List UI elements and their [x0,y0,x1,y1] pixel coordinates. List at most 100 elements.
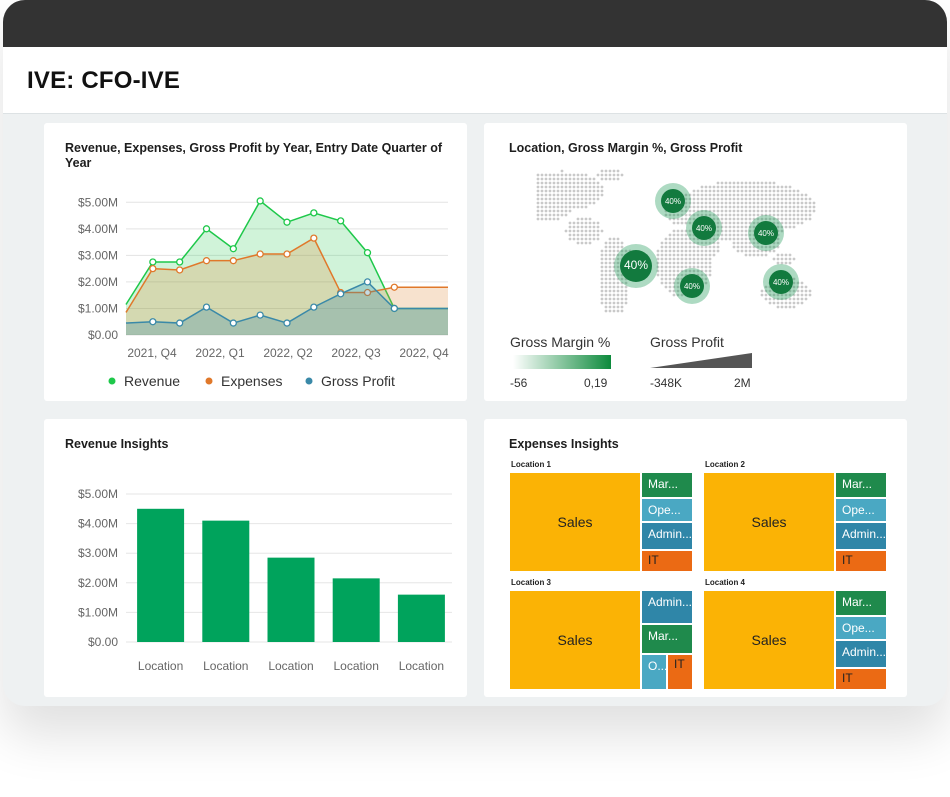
map-dot [740,181,744,185]
treemap-cell-it[interactable]: IT [835,668,887,690]
map-dot [688,253,692,257]
map-dot [688,261,692,265]
map-dot [768,293,772,297]
treemap-cell-operations[interactable]: O... [641,654,667,690]
map-dot [716,201,720,205]
map-dot [776,241,780,245]
map-dot [552,189,556,193]
map-dot [768,297,772,301]
map-dot [804,289,808,293]
map-dot [724,181,728,185]
treemap-cell-it[interactable]: IT [667,654,693,690]
treemap-cell-admin[interactable]: Admin... [835,640,887,668]
map-dot [700,189,704,193]
map-dot [620,305,624,309]
line-x-tick: 2022, Q4 [399,346,449,360]
window-top-bar [3,0,947,47]
map-dot [716,193,720,197]
revenue-bar [267,557,315,642]
line-chart[interactable]: $0.00 $1.00M $2.00M $3.00M $4.00M $5.00M 2021,… [44,123,467,401]
map-dot [616,293,620,297]
map-dot [668,217,672,221]
map-dot [756,253,760,257]
treemap-cell-marketing[interactable]: Mar... [641,472,693,498]
map-dot [616,277,620,281]
map-dot [592,197,596,201]
point-gross-profit [176,319,184,327]
treemap-cell-sales[interactable]: Sales [703,590,835,690]
map-dot [564,213,568,217]
map-dot [776,261,780,265]
treemap-cell-operations[interactable]: Ope... [641,498,693,522]
map-dot [608,265,612,269]
map-dot [804,293,808,297]
location-map-card[interactable]: Location, Gross Margin %, Gross Profit 4… [484,123,907,401]
treemap-cell-it[interactable]: IT [835,550,887,572]
treemap-cell-sales[interactable]: Sales [509,472,641,572]
map-dot [580,229,584,233]
treemap-cell-sales[interactable]: Sales [703,472,835,572]
map-dot [600,293,604,297]
treemap-cell-admin[interactable]: Admin... [641,590,693,624]
map-dot [700,213,704,217]
map-dot [780,217,784,221]
map-dot [672,261,676,265]
map-dot [792,189,796,193]
map-dot [604,257,608,261]
map-dot [676,249,680,253]
map-dot [720,233,724,237]
map-dot [596,193,600,197]
treemap-cell-operations[interactable]: Ope... [835,498,887,522]
map-dot [780,293,784,297]
map-dot [616,177,620,181]
point-revenue [229,245,237,253]
map-dot [664,241,668,245]
expenses-insights-card[interactable]: Expenses Insights Location 1 Sales Mar... O… [484,419,907,697]
map-dot [744,197,748,201]
map-dot [576,233,580,237]
map-dot [556,185,560,189]
map-dot [744,193,748,197]
map-dot [700,241,704,245]
bar-chart[interactable]: $0.00 $1.00M $2.00M $3.00M $4.00M $5.00M Locat… [44,419,467,697]
map-dot [800,197,804,201]
treemap-cell-admin[interactable]: Admin... [641,522,693,550]
map-dot [780,201,784,205]
treemap-cell-marketing[interactable]: Mar... [641,624,693,654]
map-dot [760,185,764,189]
map-dot [716,241,720,245]
treemap-cell-sales[interactable]: Sales [509,590,641,690]
area-gross-profit [126,281,448,335]
map-dot [708,193,712,197]
map-dot [680,217,684,221]
map-dot [704,253,708,257]
treemap-cell-marketing[interactable]: Mar... [835,472,887,498]
map-dot [708,205,712,209]
map-dot [788,257,792,261]
map-dot [592,185,596,189]
map-dot [772,193,776,197]
world-map[interactable]: 40% 40% 40% 40% 40% 40% [484,163,907,363]
map-dot [708,257,712,261]
map-dot [580,189,584,193]
revenue-line-chart-card[interactable]: Revenue, Expenses, Gross Profit by Year,… [44,123,467,401]
treemap-cell-it[interactable]: IT [641,550,693,572]
map-dot [768,213,772,217]
map-dot [752,245,756,249]
map-dot [596,237,600,241]
treemap-cell-operations[interactable]: Ope... [835,616,887,640]
map-dot [800,213,804,217]
map-dot [664,285,668,289]
treemap-cell-marketing[interactable]: Mar... [835,590,887,616]
map-dot [756,213,760,217]
map-dot [688,241,692,245]
revenue-insights-card[interactable]: Revenue Insights $0.00 $1.00M $2.00M $3.00M… [44,419,467,697]
treemap-cell-label: Admin... [648,595,693,609]
treemap-cell-admin[interactable]: Admin... [835,522,887,550]
map-dot [776,297,780,301]
map-dot [724,237,728,241]
map-dot [772,205,776,209]
map-dot [588,221,592,225]
map-dot [580,185,584,189]
map-dot [808,289,812,293]
